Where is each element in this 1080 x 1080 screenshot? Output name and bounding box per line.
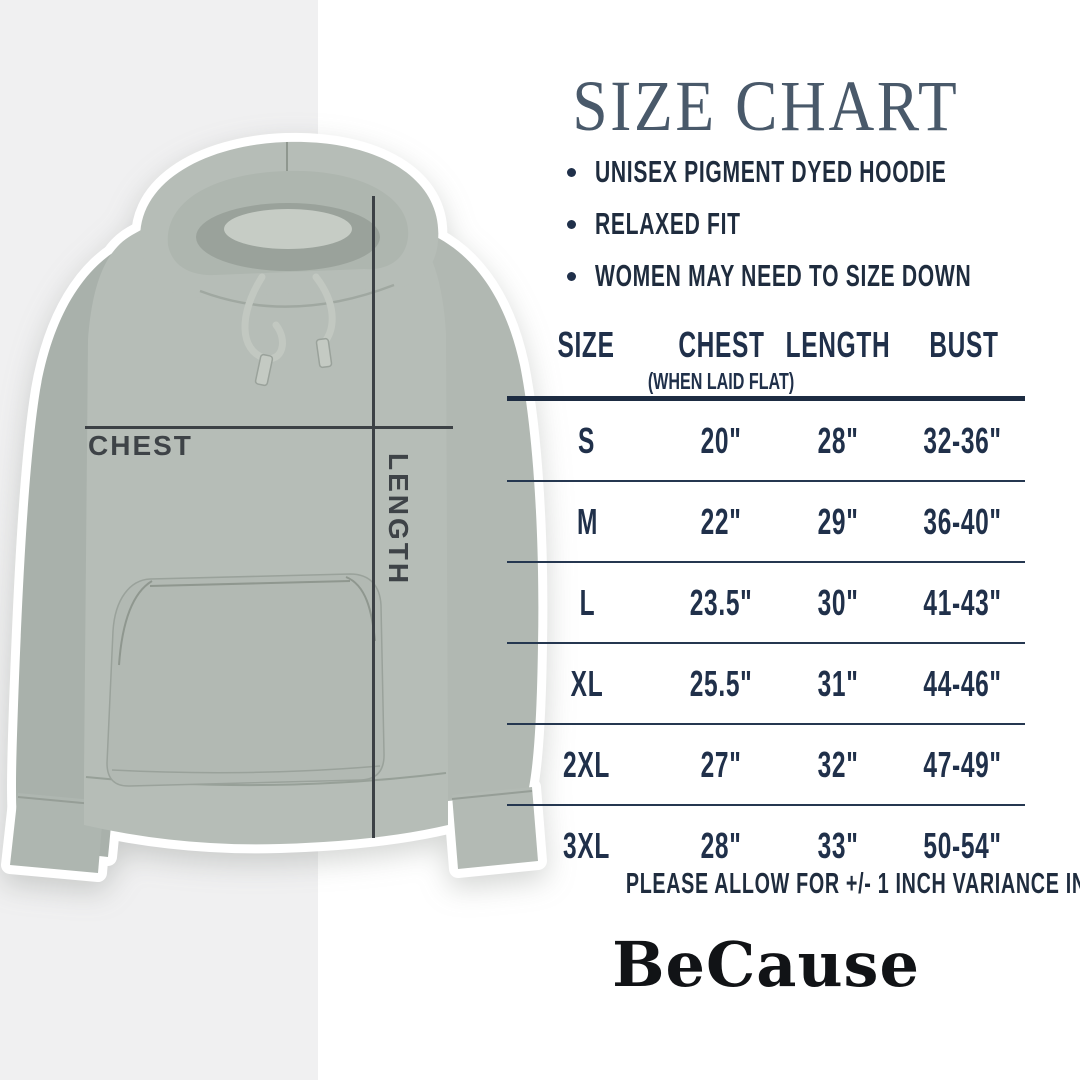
cell-length: 31" (817, 662, 859, 704)
feature-bullet-3: WOMEN MAY NEED TO SIZE DOWN (567, 258, 1080, 293)
cell-size: M (576, 500, 598, 542)
header-chest-subnote: (WHEN LAID FLAT) (647, 368, 795, 394)
cell-bust: 47-49" (923, 743, 1003, 785)
header-size: SIZE (557, 324, 615, 365)
brand-logo: BeCause (612, 928, 920, 1001)
hoodie-hood (140, 141, 439, 308)
chest-measure-line (85, 426, 453, 429)
cell-chest: 27" (700, 743, 742, 785)
bullet-icon (567, 167, 576, 177)
table-row: 3XL 28" 33" 50-54" (507, 806, 1025, 885)
variance-footnote: PLEASE ALLOW FOR +/- 1 INCH VARIANCE IN … (625, 868, 1080, 900)
cell-chest: 20" (700, 419, 742, 461)
cell-size: XL (570, 662, 604, 704)
table-row: XL 25.5" 31" 44-46" (507, 644, 1025, 725)
bullet-text: UNISEX PIGMENT DYED HOODIE (595, 154, 947, 189)
header-bust: BUST (929, 324, 999, 365)
size-table-header: SIZE CHEST (WHEN LAID FLAT) LENGTH BUST (505, 324, 1027, 394)
table-header-rule (507, 396, 1025, 401)
cell-bust: 32-36" (923, 419, 1003, 461)
bullet-icon (567, 271, 576, 281)
feature-bullet-2: RELAXED FIT (567, 206, 809, 241)
cell-bust: 41-43" (923, 581, 1003, 623)
hoodie-pocket (106, 573, 385, 787)
table-row: 2XL 27" 32" 47-49" (507, 725, 1025, 806)
cell-length: 33" (817, 824, 859, 866)
size-chart-panel: SIZE CHART UNISEX PIGMENT DYED HOODIE RE… (505, 0, 1080, 1080)
cell-size: 3XL (563, 824, 611, 866)
feature-bullet-1: UNISEX PIGMENT DYED HOODIE (567, 154, 1080, 189)
page-title: SIZE CHART (572, 66, 960, 146)
length-measure-line (372, 196, 375, 838)
cell-length: 28" (817, 419, 859, 461)
cell-chest: 23.5" (689, 581, 753, 623)
hoodie-product-photo (1, 132, 548, 882)
cell-size: S (578, 419, 596, 461)
table-row: S 20" 28" 32-36" (507, 401, 1025, 482)
cell-bust: 36-40" (923, 500, 1003, 542)
table-row: L 23.5" 30" 41-43" (507, 563, 1025, 644)
cell-size: 2XL (563, 743, 611, 785)
bullet-text: WOMEN MAY NEED TO SIZE DOWN (595, 258, 972, 293)
cell-length: 32" (817, 743, 859, 785)
header-chest: CHEST (WHEN LAID FLAT) (647, 324, 795, 394)
table-row: M 22" 29" 36-40" (507, 482, 1025, 563)
cell-size: L (579, 581, 595, 623)
cell-length: 29" (817, 500, 859, 542)
bullet-text: RELAXED FIT (595, 206, 741, 241)
header-length: LENGTH (785, 324, 891, 365)
chest-measure-label: CHEST (88, 430, 193, 461)
cell-chest: 28" (700, 824, 742, 866)
cell-bust: 44-46" (923, 662, 1003, 704)
cell-chest: 25.5" (689, 662, 753, 704)
size-table-body: S 20" 28" 32-36" M 22" 29" 36-40" L 23.5… (507, 401, 1025, 885)
cell-length: 30" (817, 581, 859, 623)
cell-bust: 50-54" (923, 824, 1003, 866)
hoodie-drawstrings (241, 273, 336, 387)
cell-chest: 22" (700, 500, 742, 542)
bullet-icon (567, 219, 576, 229)
length-measure-label: LENGTH (383, 453, 414, 587)
